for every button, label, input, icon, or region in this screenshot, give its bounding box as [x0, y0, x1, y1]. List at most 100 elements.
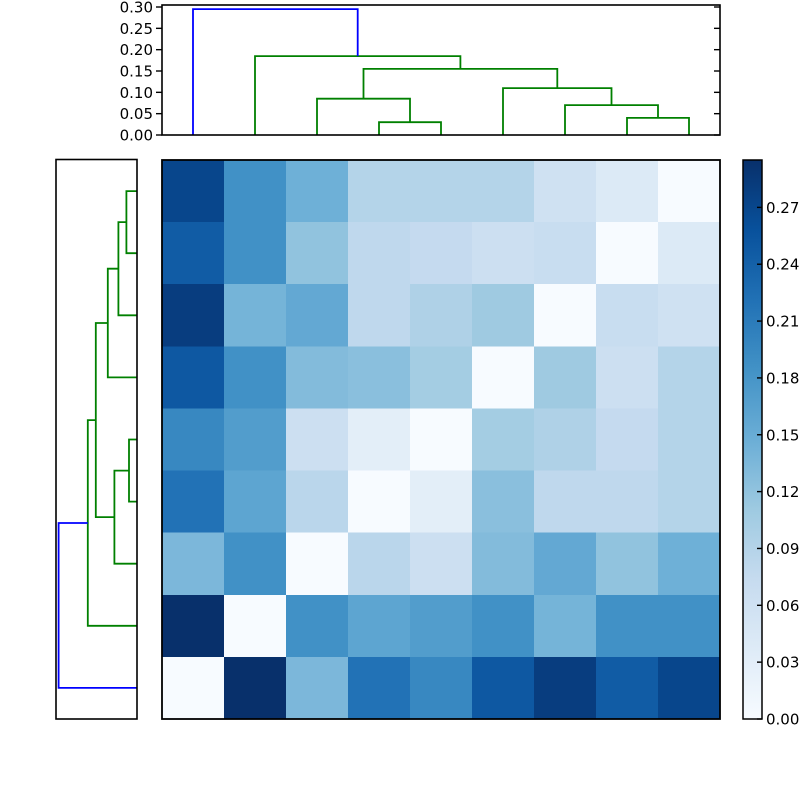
heatmap-cell [348, 160, 411, 223]
heatmap-cell [658, 532, 721, 596]
heatmap-cell [596, 532, 659, 596]
colorbar-tick-label: 0.18 [766, 369, 799, 387]
heatmap-cell [596, 408, 659, 472]
heatmap-cell [224, 222, 287, 285]
heatmap-cell [162, 656, 225, 720]
dendrogram-link [378, 121, 442, 135]
heatmap-cell [410, 470, 473, 534]
heatmap-cell [472, 594, 535, 658]
heatmap-cell [658, 656, 721, 720]
heatmap-cell [224, 160, 287, 223]
heatmap-cell [410, 532, 473, 596]
heatmap-cell [596, 656, 659, 720]
colorbar-border [742, 159, 763, 720]
heatmap-cell [410, 656, 473, 720]
heatmap-cell [596, 222, 659, 285]
heatmap-cell [410, 594, 473, 658]
colorbar-tick-label: 0.00 [766, 711, 799, 729]
heatmap-cell [348, 222, 411, 285]
heatmap-cell [658, 222, 721, 285]
heatmap-cell [162, 160, 225, 223]
heatmap-cell [534, 222, 597, 285]
top-dendrogram-axis-tick-label: 0.25 [120, 20, 153, 38]
dendrogram-link [192, 8, 359, 135]
heatmap-cell [410, 160, 473, 223]
dendrogram-link [128, 438, 137, 503]
heatmap-cell [596, 470, 659, 534]
top-dendrogram-axis-tick-label: 0.00 [120, 127, 153, 145]
dendrogram-link [106, 267, 137, 379]
heatmap-cell [472, 284, 535, 347]
dendrogram-link [117, 221, 137, 317]
heatmap-cell [534, 656, 597, 720]
heatmap-cell [658, 284, 721, 347]
heatmap-cell [162, 470, 225, 534]
heatmap-cell [410, 408, 473, 472]
heatmap-cell [534, 284, 597, 347]
heatmap-cell [224, 656, 287, 720]
heatmap-cell [410, 222, 473, 285]
dendrogram-link [113, 469, 137, 565]
colorbar-tick-label: 0.09 [766, 540, 799, 558]
heatmap-cell [658, 346, 721, 409]
heatmap-cell [472, 346, 535, 409]
heatmap-cell [162, 346, 225, 409]
heatmap-cell [472, 160, 535, 223]
heatmap-cell [472, 408, 535, 472]
heatmap-cell [348, 408, 411, 472]
heatmap-cell [596, 594, 659, 658]
heatmap-cell [534, 532, 597, 596]
heatmap-cell [162, 284, 225, 347]
heatmap-cell [286, 408, 349, 472]
dendrogram-link [502, 87, 613, 135]
colorbar-tick-label: 0.03 [766, 654, 799, 672]
colorbar-tick-label: 0.21 [766, 313, 799, 331]
heatmap-cell [472, 222, 535, 285]
heatmap-cell [534, 160, 597, 223]
heatmap-cell [224, 532, 287, 596]
left-dendrogram-border [55, 158, 138, 720]
axes-borders: 0.00 0.05 0.10 0.15 0.20 0.25 0.30 [55, 0, 721, 720]
heatmap-cell [224, 284, 287, 347]
top-dendrogram-axis-tick-label: 0.30 [120, 0, 153, 17]
heatmap-cell [534, 470, 597, 534]
heatmap-cell [596, 160, 659, 223]
heatmap-cell [224, 594, 287, 658]
top-dendrogram-axis-tick-label: 0.15 [120, 63, 153, 81]
heatmap-cell [348, 346, 411, 409]
heatmap-cell [286, 284, 349, 347]
colorbar-gradient [743, 160, 762, 719]
dendrogram-link [94, 322, 115, 518]
heatmap-cell [286, 346, 349, 409]
heatmap-cell [224, 346, 287, 409]
top-dendrogram-border [161, 4, 721, 136]
dendrogram-link [362, 68, 559, 99]
colorbar-tick-label: 0.12 [766, 483, 799, 501]
heatmap-cell [286, 160, 349, 223]
heatmap-cell [286, 222, 349, 285]
heatmap-cell [410, 346, 473, 409]
heatmap [162, 160, 721, 720]
heatmap-cell [472, 470, 535, 534]
heatmap-cell [658, 594, 721, 658]
heatmap-cell [348, 470, 411, 534]
heatmap-cell [472, 656, 535, 720]
heatmap-cell [286, 656, 349, 720]
heatmap-cell [162, 408, 225, 472]
top-dendrogram-axis-tick-label: 0.10 [120, 84, 153, 102]
heatmap-cell [472, 532, 535, 596]
heatmap-cell [286, 470, 349, 534]
heatmap-cell [658, 408, 721, 472]
heatmap-cell [286, 594, 349, 658]
top-dendrogram-axis-tick-label: 0.05 [120, 105, 153, 123]
colorbar: 0.00 0.03 0.06 0.09 0.12 0.15 0.18 0.21 0.24 0.27 [742, 159, 799, 729]
heatmap-cell [224, 408, 287, 472]
heatmap-cell [658, 160, 721, 223]
heatmap-cell [162, 532, 225, 596]
heatmap-cell [596, 346, 659, 409]
heatmap-cell [348, 284, 411, 347]
heatmap-cell [348, 594, 411, 658]
heatmap-cell [534, 408, 597, 472]
dendrogram-link [564, 104, 659, 135]
heatmap-cell [162, 222, 225, 285]
